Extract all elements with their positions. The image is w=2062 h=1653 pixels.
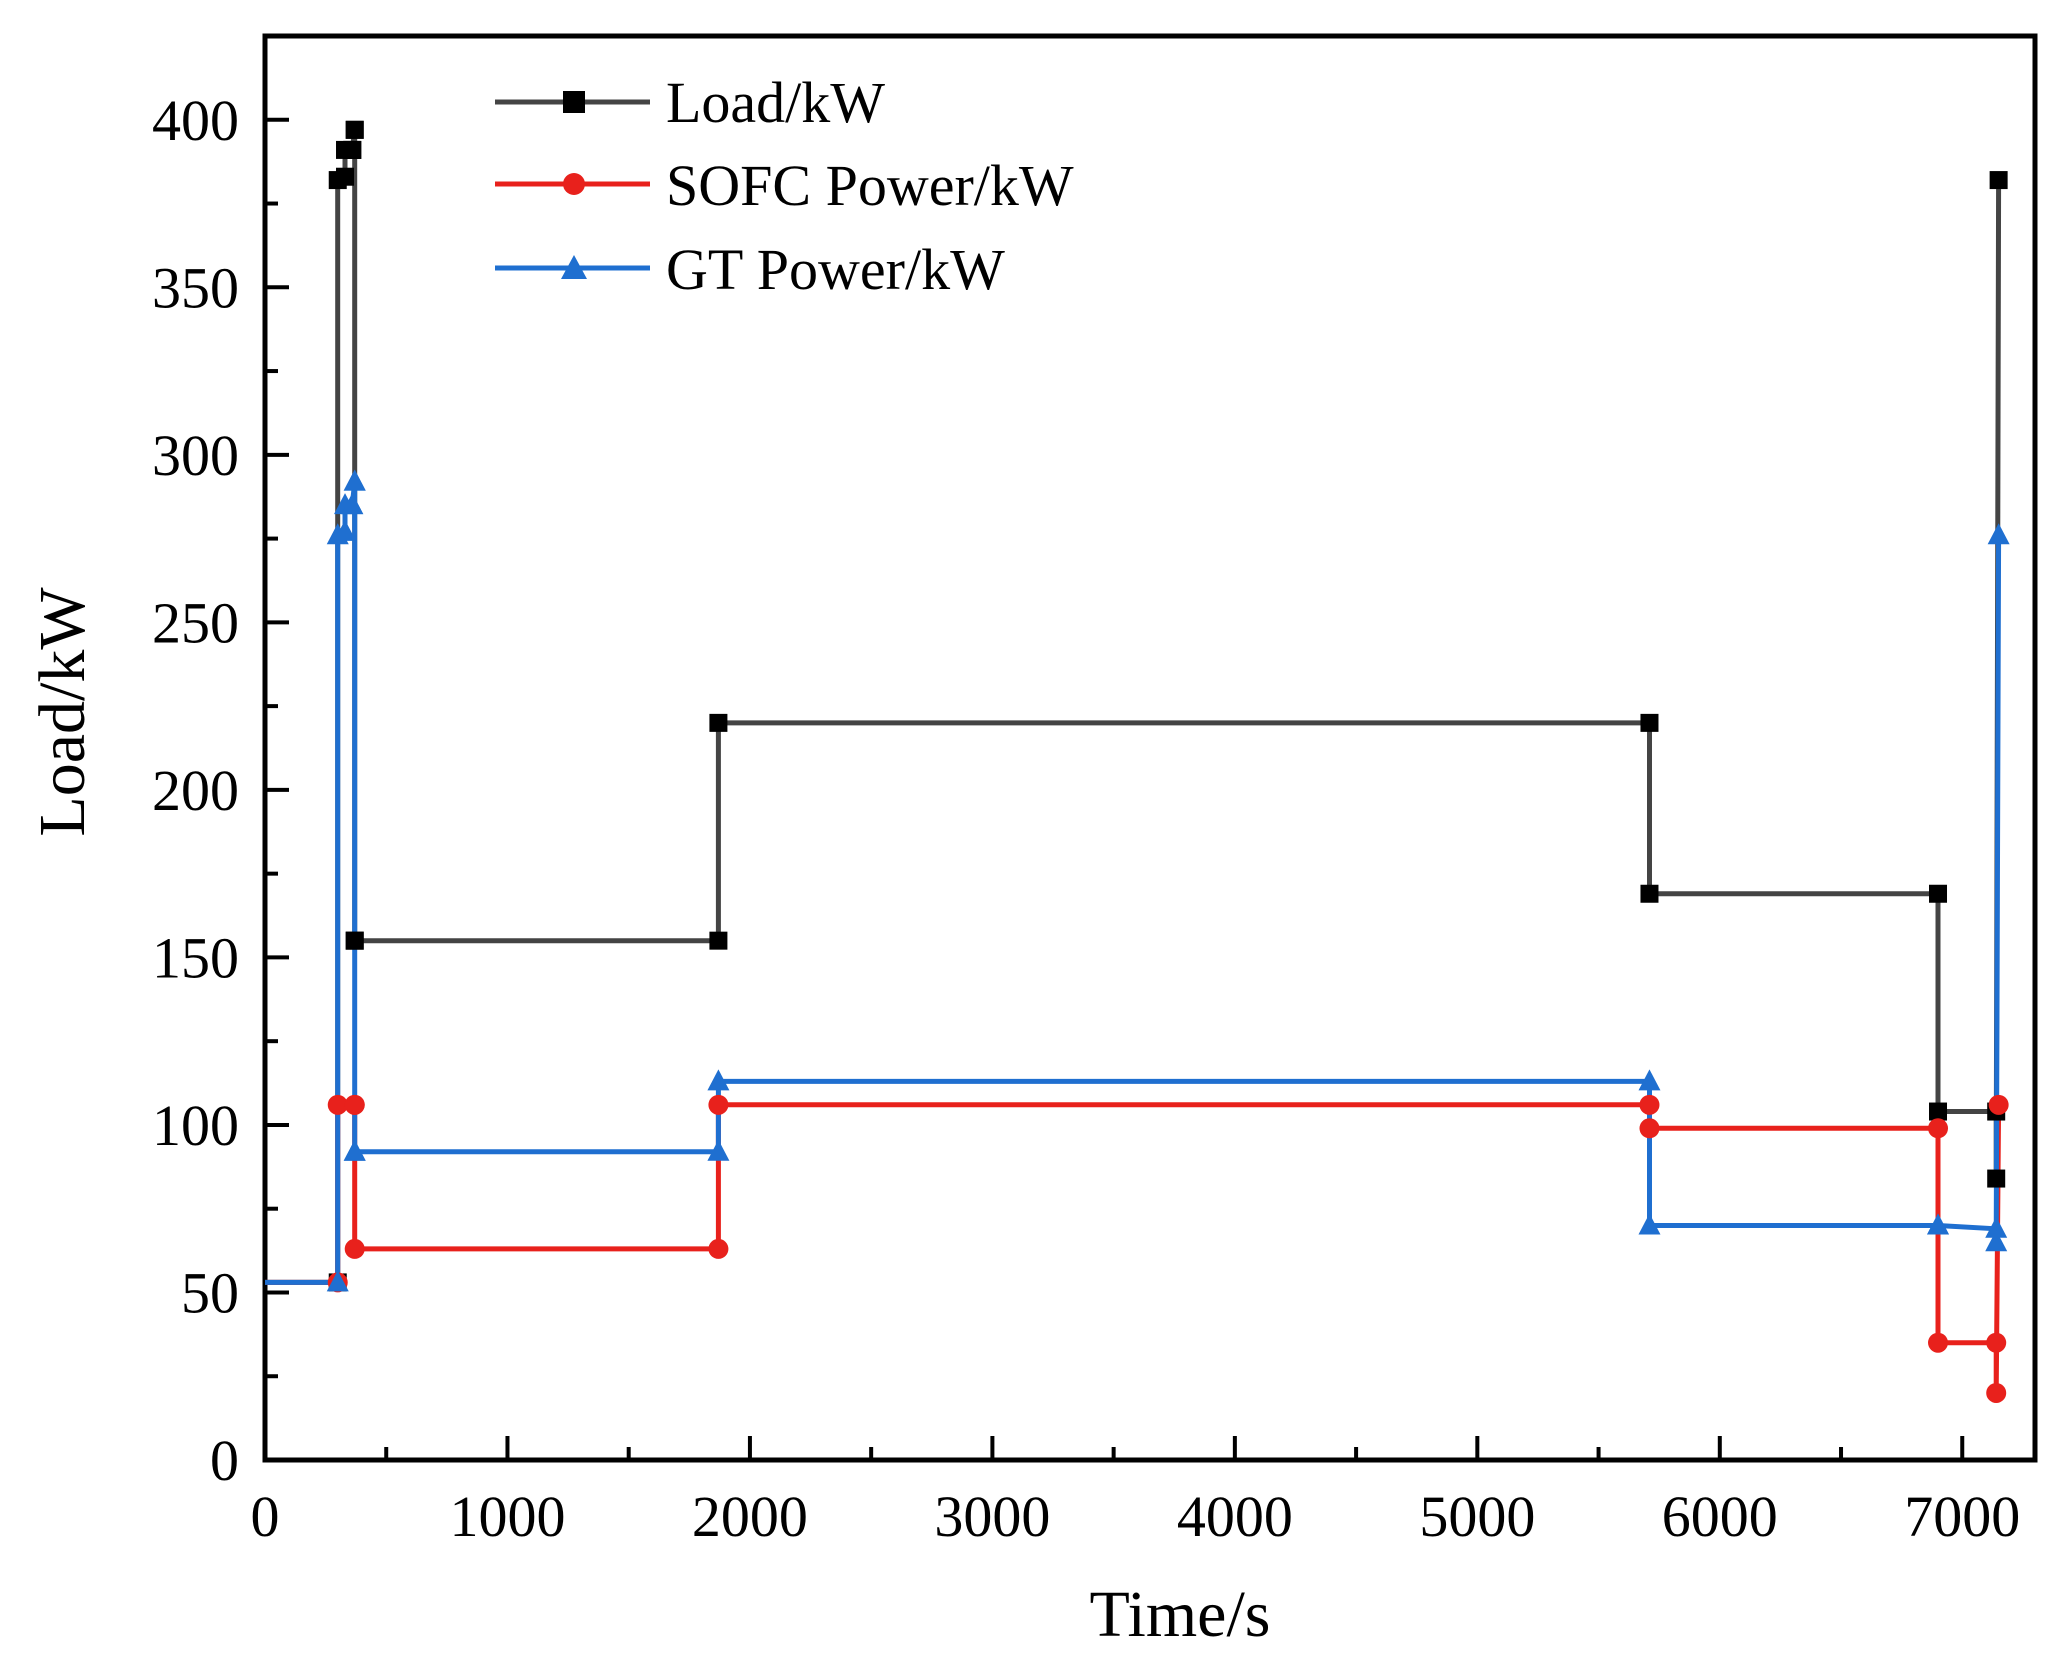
y-tick-label-200: 200 [152, 758, 239, 823]
x-axis-label: Time/s [1090, 1578, 1271, 1651]
x-tick-label-5000: 5000 [1419, 1484, 1535, 1549]
data-point-gt [707, 1069, 730, 1091]
data-point-gt [1987, 523, 2010, 545]
y-tick-label-50: 50 [181, 1260, 239, 1325]
data-point-load [345, 120, 364, 139]
data-point-load [1640, 713, 1659, 732]
data-point-gt [334, 519, 357, 541]
data-point-load [1989, 171, 2008, 190]
legend-marker-gt [561, 255, 587, 279]
marker-layer [326, 120, 2010, 1403]
x-tick-label-4000: 4000 [1177, 1484, 1293, 1549]
data-point-sofc [1639, 1094, 1660, 1115]
legend: Load/kW SOFC Power/kW GT Power/kW [495, 70, 1074, 302]
data-point-gt [1638, 1069, 1661, 1091]
x-tick-label-1000: 1000 [449, 1484, 565, 1549]
y-tick-label-100: 100 [152, 1093, 239, 1158]
y-tick-label-400: 400 [152, 88, 239, 153]
data-point-gt [1638, 1213, 1661, 1235]
data-point-load [1929, 884, 1948, 903]
data-point-load [1987, 1169, 2006, 1188]
data-point-sofc [344, 1238, 365, 1259]
y-axis-label: Load/kW [26, 587, 99, 837]
data-point-load [336, 167, 355, 186]
data-point-sofc [344, 1094, 365, 1115]
data-point-load [1640, 884, 1659, 903]
data-point-sofc [1928, 1332, 1949, 1353]
data-point-gt [343, 469, 366, 491]
data-point-gt [1985, 1216, 2008, 1238]
y-tick-label-150: 150 [152, 925, 239, 990]
data-point-gt [341, 493, 364, 515]
x-tick-label-6000: 6000 [1662, 1484, 1778, 1549]
data-point-load [709, 931, 728, 950]
legend-label-sofc: SOFC Power/kW [666, 153, 1074, 218]
data-point-sofc [1986, 1382, 2007, 1403]
data-point-load [343, 140, 362, 159]
data-point-gt [1927, 1213, 1950, 1235]
data-point-gt [1985, 1230, 2008, 1252]
x-tick-label-2000: 2000 [692, 1484, 808, 1549]
data-point-load [345, 931, 364, 950]
legend-label-load: Load/kW [666, 70, 885, 135]
y-tick-label-0: 0 [210, 1428, 239, 1493]
data-point-sofc [1986, 1332, 2007, 1353]
data-point-gt [707, 1139, 730, 1161]
y-tick-label-350: 350 [152, 255, 239, 320]
x-tick-label-7000: 7000 [1904, 1484, 2020, 1549]
data-point-sofc [1639, 1118, 1660, 1139]
plot-frame [262, 33, 2038, 1463]
tick-layer: 0 1000 2000 3000 4000 5000 6000 7000 0 50 100 150 20… [152, 88, 2020, 1549]
legend-marker-sofc [563, 173, 585, 195]
x-tick-label-3000: 3000 [934, 1484, 1050, 1549]
data-point-sofc [327, 1094, 348, 1115]
data-point-sofc [1988, 1094, 2009, 1115]
y-tick-label-300: 300 [152, 423, 239, 488]
x-tick-label-0: 0 [251, 1484, 280, 1549]
y-tick-label-250: 250 [152, 590, 239, 655]
legend-label-gt: GT Power/kW [666, 237, 1005, 302]
data-point-load [1929, 1102, 1948, 1121]
data-point-sofc [708, 1094, 729, 1115]
data-point-sofc [1928, 1118, 1949, 1139]
legend-marker-load [563, 91, 585, 113]
data-point-gt [343, 1139, 366, 1161]
data-point-sofc [708, 1238, 729, 1259]
data-point-load [709, 713, 728, 732]
data-point-gt [326, 1270, 349, 1292]
